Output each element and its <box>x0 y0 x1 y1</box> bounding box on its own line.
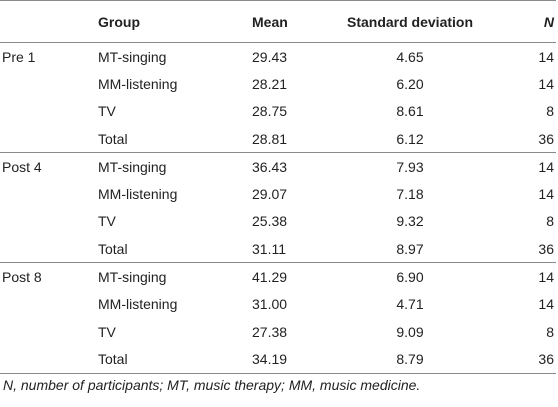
sd-cell: 6.20 <box>396 75 424 92</box>
timepoint-empty-cell <box>0 208 92 235</box>
group-cell: Total <box>92 345 238 374</box>
n-cell: 14 <box>538 75 554 92</box>
timepoint-empty-cell <box>0 235 92 263</box>
sd-cell: 4.71 <box>396 296 424 313</box>
sd-cell: 8.97 <box>396 240 424 257</box>
n-cell: 8 <box>546 103 554 120</box>
group-cell: MT-singing <box>98 48 167 65</box>
sd-cell: 9.32 <box>396 213 424 230</box>
mean-cell: 25.38 <box>252 213 288 230</box>
group-cell: MM-listening <box>98 296 178 313</box>
timepoint-empty-cell <box>0 125 92 153</box>
timepoint-label: Post 4 <box>0 152 92 181</box>
group-cell: TV <box>98 103 116 120</box>
table-row: MM-listening 28.21 6.20 14 <box>0 70 556 97</box>
header-n: N <box>482 0 556 43</box>
table-footnote: N, number of participants; MT, music the… <box>3 377 421 393</box>
table-row: Post 8 MT-singing 41.29 6.90 14 <box>0 262 556 291</box>
group-cell: MM-listening <box>98 75 178 92</box>
mean-cell: 31.11 <box>252 240 286 257</box>
group-cell: MM-listening <box>98 186 178 203</box>
group-cell: TV <box>98 213 116 230</box>
table-body: Pre 1 MT-singing 29.43 4.65 14 MM-listen… <box>0 43 556 374</box>
timepoint-empty-cell <box>0 180 92 207</box>
mean-cell: 29.43 <box>252 48 288 65</box>
header-mean: Mean <box>238 0 338 43</box>
header-standard-deviation: Standard deviation <box>338 0 482 43</box>
n-cell: 14 <box>482 262 556 291</box>
header-row: Group Mean Standard deviation N <box>0 0 556 43</box>
timepoint-empty-cell <box>0 291 92 318</box>
mean-cell: 34.19 <box>238 345 338 374</box>
timepoint-empty-cell <box>0 70 92 97</box>
timepoint-empty-cell <box>0 318 92 345</box>
group-cell: TV <box>98 323 116 340</box>
table-row: Total 31.11 8.97 36 <box>0 235 556 263</box>
sd-cell: 8.79 <box>338 345 482 374</box>
sd-cell: 6.90 <box>338 262 482 291</box>
table-row: Total 34.19 8.79 36 <box>0 345 556 374</box>
sd-cell: 7.18 <box>396 186 424 203</box>
mean-cell: 28.81 <box>252 130 288 147</box>
table-row: Total 28.81 6.12 36 <box>0 125 556 153</box>
mean-cell: 41.29 <box>238 262 338 291</box>
sd-cell: 7.93 <box>338 152 482 181</box>
descriptive-statistics-table-container: Group Mean Standard deviation N Pre 1 MT… <box>0 0 556 374</box>
mean-cell: 27.38 <box>252 323 288 340</box>
n-cell: 36 <box>482 345 556 374</box>
mean-cell: 36.43 <box>238 152 338 181</box>
group-cell: Total <box>98 240 128 257</box>
table-row: MM-listening 31.00 4.71 14 <box>0 291 556 318</box>
sd-cell: 9.09 <box>396 323 424 340</box>
table-row: TV 28.75 8.61 8 <box>0 98 556 125</box>
n-cell: 8 <box>546 213 554 230</box>
group-cell: Total <box>98 130 128 147</box>
sd-cell: 4.65 <box>396 48 424 65</box>
mean-cell: 31.00 <box>252 296 288 313</box>
table-row: Post 4 MT-singing 36.43 7.93 14 <box>0 152 556 181</box>
n-cell: 14 <box>482 152 556 181</box>
mean-cell: 28.75 <box>252 103 288 120</box>
mean-cell: 29.07 <box>252 186 288 203</box>
n-cell: 36 <box>538 130 554 147</box>
n-cell: 14 <box>538 296 554 313</box>
sd-cell: 6.12 <box>396 130 424 147</box>
timepoint-empty-cell <box>0 345 92 374</box>
sd-cell: 8.61 <box>396 103 424 120</box>
table-row: TV 27.38 9.09 8 <box>0 318 556 345</box>
table-row: TV 25.38 9.32 8 <box>0 208 556 235</box>
mean-cell: 28.21 <box>252 75 288 92</box>
descriptive-statistics-table: Group Mean Standard deviation N Pre 1 MT… <box>0 0 556 374</box>
header-group: Group <box>92 0 238 43</box>
table-row: MM-listening 29.07 7.18 14 <box>0 180 556 207</box>
n-cell: 14 <box>538 186 554 203</box>
timepoint-label: Post 8 <box>0 262 92 291</box>
timepoint-empty-cell <box>0 98 92 125</box>
table-header: Group Mean Standard deviation N <box>0 0 556 43</box>
n-cell: 36 <box>538 240 554 257</box>
n-cell: 8 <box>546 323 554 340</box>
n-cell: 14 <box>538 48 554 65</box>
group-cell: MT-singing <box>92 262 238 291</box>
header-time <box>0 0 92 43</box>
timepoint-label: Pre 1 <box>2 48 36 65</box>
group-cell: MT-singing <box>92 152 238 181</box>
table-row: Pre 1 MT-singing 29.43 4.65 14 <box>0 43 556 71</box>
